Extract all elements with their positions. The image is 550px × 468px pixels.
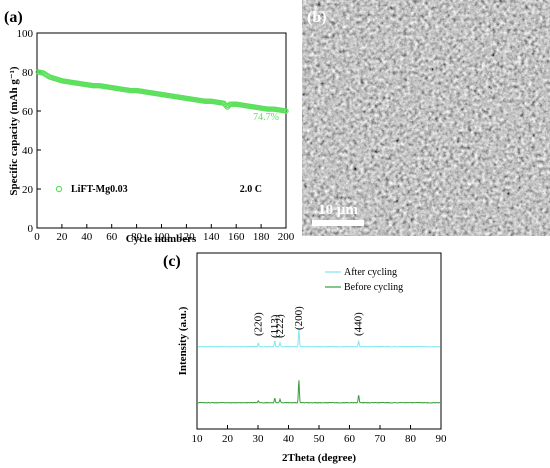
- panel-b-label: (b): [307, 9, 327, 26]
- legend-label-before: Before cycling: [344, 282, 403, 293]
- c-xtick-label: 60: [344, 433, 356, 445]
- a-ytick-label: 0: [28, 223, 34, 235]
- legend-label-after: After cycling: [344, 267, 397, 278]
- panel-a-legend: LiFT-Mg0.03: [55, 184, 128, 195]
- panel-b: (b) 10 μm: [302, 0, 550, 236]
- panel-c-patterns: [197, 329, 441, 404]
- a-xtick-label: 40: [81, 231, 93, 243]
- c-xtick-label: 30: [253, 433, 265, 445]
- a-ytick-label: 20: [22, 184, 34, 196]
- c-xtick-label: 80: [405, 433, 417, 445]
- c-peak-label: (220): [252, 312, 264, 336]
- panel-c-x-label: 2Theta (degree): [282, 452, 356, 464]
- scale-bar-label: 10 μm: [318, 202, 358, 218]
- panel-c-x-ticks: 10 20 30 40 50 60 70 80 90: [192, 425, 448, 445]
- panel-c-legend: After cycling Before cycling: [325, 267, 403, 293]
- panel-c-y-label: Intensity (a.u.): [177, 306, 189, 375]
- panel-a-x-label: Cycle numbers: [126, 233, 197, 245]
- scale-bar: [312, 220, 364, 226]
- c-peak-label: (222): [274, 314, 286, 338]
- a-xtick-label: 120: [178, 231, 195, 243]
- a-data-point: [283, 108, 289, 114]
- rate-annotation: 2.0 C: [240, 184, 262, 195]
- a-xtick-label: 160: [228, 231, 245, 243]
- panel-c-label: (c): [163, 253, 181, 270]
- panel-a-data-points: [35, 69, 289, 114]
- c-xtick-label: 70: [375, 433, 387, 445]
- a-ytick-label: 80: [22, 67, 34, 79]
- legend-label-lift: LiFT-Mg0.03: [71, 184, 128, 195]
- a-ytick-label: 100: [17, 28, 34, 40]
- a-ytick-label: 40: [22, 145, 34, 157]
- panel-c-peak-labels: (220) (113)(222) (200) (440): [252, 306, 364, 338]
- c-xtick-label: 20: [222, 433, 234, 445]
- a-xtick-label: 140: [203, 231, 220, 243]
- a-xtick-label: 80: [131, 231, 143, 243]
- retention-annotation: 74.7%: [253, 112, 279, 123]
- c-xtick-label: 90: [436, 433, 448, 445]
- c-xtick-label: 10: [192, 433, 204, 445]
- panel-a-y-label: Specific capacity (mAh g⁻¹): [8, 66, 20, 196]
- c-pattern-line: [197, 380, 441, 404]
- panel-a: (a) 0 20 40 60 80 100 0 20 40 60 80 100 120 140 160 18…: [4, 9, 295, 245]
- c-peak-label: (440): [353, 312, 365, 336]
- panel-a-y-ticks: 0 20 40 60 80 100: [17, 28, 41, 235]
- panel-a-label: (a): [4, 9, 23, 26]
- panel-c: (c) 10 20 30 40 50 60 70 80 90 (220) (113)(222) (2…: [163, 252, 448, 464]
- c-peak-label: (200): [293, 306, 305, 330]
- panel-a-frame: [36, 32, 287, 229]
- panel-a-x-ticks: 0 20 40 60 80 100 120 140 160 180 200: [34, 224, 295, 243]
- c-peak-label: (113): [269, 314, 281, 338]
- a-xtick-label: 100: [153, 231, 170, 243]
- a-xtick-label: 180: [253, 231, 270, 243]
- sem-image: [302, 0, 550, 236]
- c-xtick-label: 50: [314, 433, 326, 445]
- a-xtick-label: 20: [56, 231, 68, 243]
- a-xtick-label: 0: [34, 231, 40, 243]
- c-pattern-line: [197, 329, 441, 348]
- a-xtick-label: 60: [106, 231, 118, 243]
- legend-marker-lift: [55, 185, 63, 193]
- a-xtick-label: 200: [278, 231, 295, 243]
- c-xtick-label: 40: [283, 433, 295, 445]
- a-ytick-label: 60: [22, 106, 34, 118]
